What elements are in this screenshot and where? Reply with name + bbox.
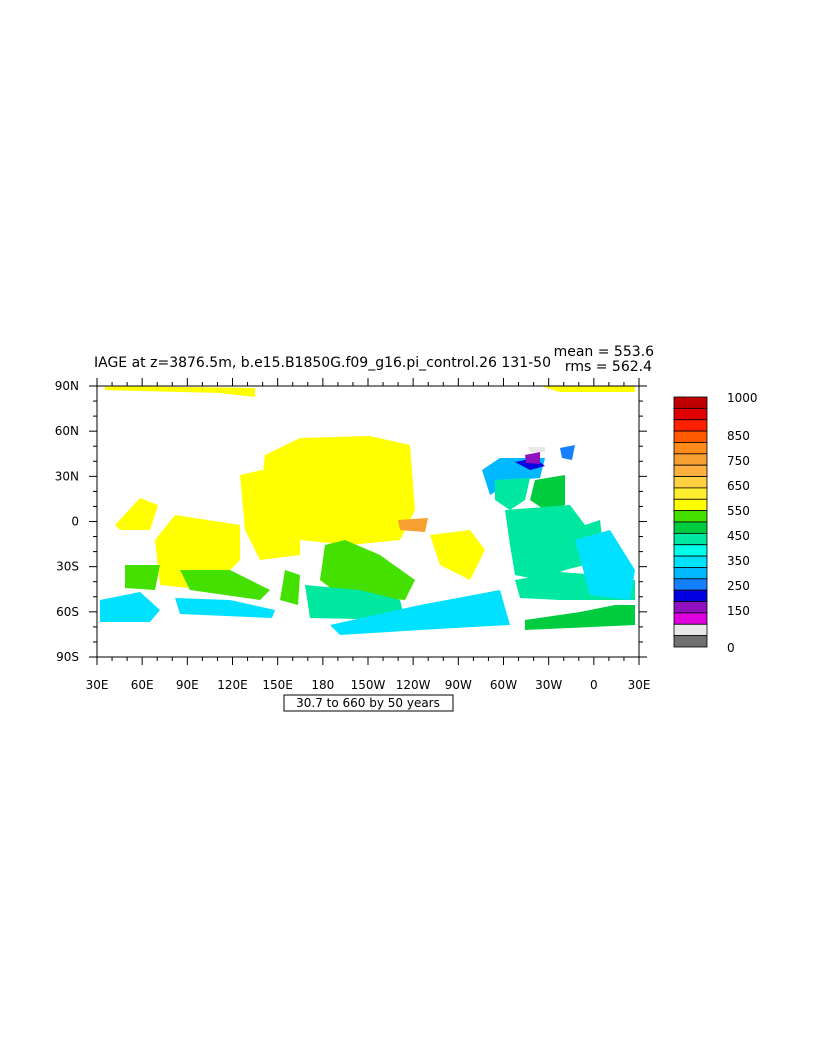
colorbar-label: 550	[727, 504, 750, 518]
x-tick-label: 30E	[628, 678, 651, 692]
mean: mean = 553.6	[554, 344, 655, 360]
x-tick-label: 90E	[176, 678, 199, 692]
colorbar-label: 750	[727, 454, 750, 468]
colorbar-label: 0	[727, 641, 735, 655]
y-tick-label: 90S	[56, 650, 79, 664]
rms: rms = 562.4	[565, 359, 652, 375]
colorbar-box	[673, 419, 708, 432]
colorbar-box	[673, 635, 708, 648]
colorbar-box	[673, 612, 708, 625]
colorbar-box	[673, 396, 708, 409]
footer-box	[283, 694, 454, 712]
x-tick-label: 120W	[396, 678, 431, 692]
colorbar-label: 1000	[727, 391, 758, 405]
y-tick-label: 30N	[55, 469, 79, 483]
colorbar-box	[673, 476, 708, 489]
colorbar-box	[673, 487, 708, 500]
footer: 30.7 to 660 by 50 years	[296, 696, 440, 710]
x-tick-label: 60E	[131, 678, 154, 692]
colorbar-box	[673, 544, 708, 557]
map-fields	[100, 386, 635, 635]
colorbar-box	[673, 567, 708, 580]
y-tick-label: 0	[71, 515, 79, 529]
colorbar-box	[673, 453, 708, 466]
colorbar-label: 450	[727, 529, 750, 543]
x-tick-label: 60W	[490, 678, 517, 692]
y-tick-label: 60S	[56, 605, 79, 619]
y-tick-label: 30S	[56, 560, 79, 574]
colorbar-box	[673, 407, 708, 421]
x-tick-label: 180	[311, 678, 334, 692]
colorbar-label: 250	[727, 579, 750, 593]
x-tick-label: 30E	[86, 678, 109, 692]
colorbar: 1000 850 750 650 550 450 350 250 150 0	[673, 391, 758, 655]
colorbar-label: 150	[727, 604, 750, 618]
y-tick-label: 90N	[55, 379, 79, 393]
x-tick-label: 0	[590, 678, 598, 692]
colorbar-box	[673, 442, 708, 455]
colorbar-box	[673, 510, 708, 523]
x-tick-label: 30W	[535, 678, 562, 692]
colorbar-box	[673, 578, 708, 591]
x-tick-label: 150W	[351, 678, 386, 692]
colorbar-box	[673, 589, 708, 602]
colorbar-label: 650	[727, 479, 750, 493]
title: IAGE at z=3876.5m, b.e15.B1850G.f09_g16.…	[94, 355, 551, 371]
y-tick-label: 60N	[55, 424, 79, 438]
x-tick-label: 90W	[445, 678, 472, 692]
colorbar-box	[673, 498, 708, 512]
colorbar-box	[673, 555, 708, 568]
axes: 30E 60E 90E 120E 150E 180 150W 120W 90W 60W 30W 0 30…	[55, 378, 651, 692]
colorbar-label: 850	[727, 429, 750, 443]
x-tick-label: 150E	[262, 678, 293, 692]
colorbar-box	[673, 601, 708, 614]
colorbar-box	[673, 623, 708, 637]
colorbar-box	[673, 532, 708, 546]
colorbar-box	[673, 430, 708, 443]
colorbar-box	[673, 521, 708, 534]
x-tick-label: 120E	[217, 678, 248, 692]
colorbar-label: 350	[727, 554, 750, 568]
colorbar-box	[673, 464, 708, 477]
